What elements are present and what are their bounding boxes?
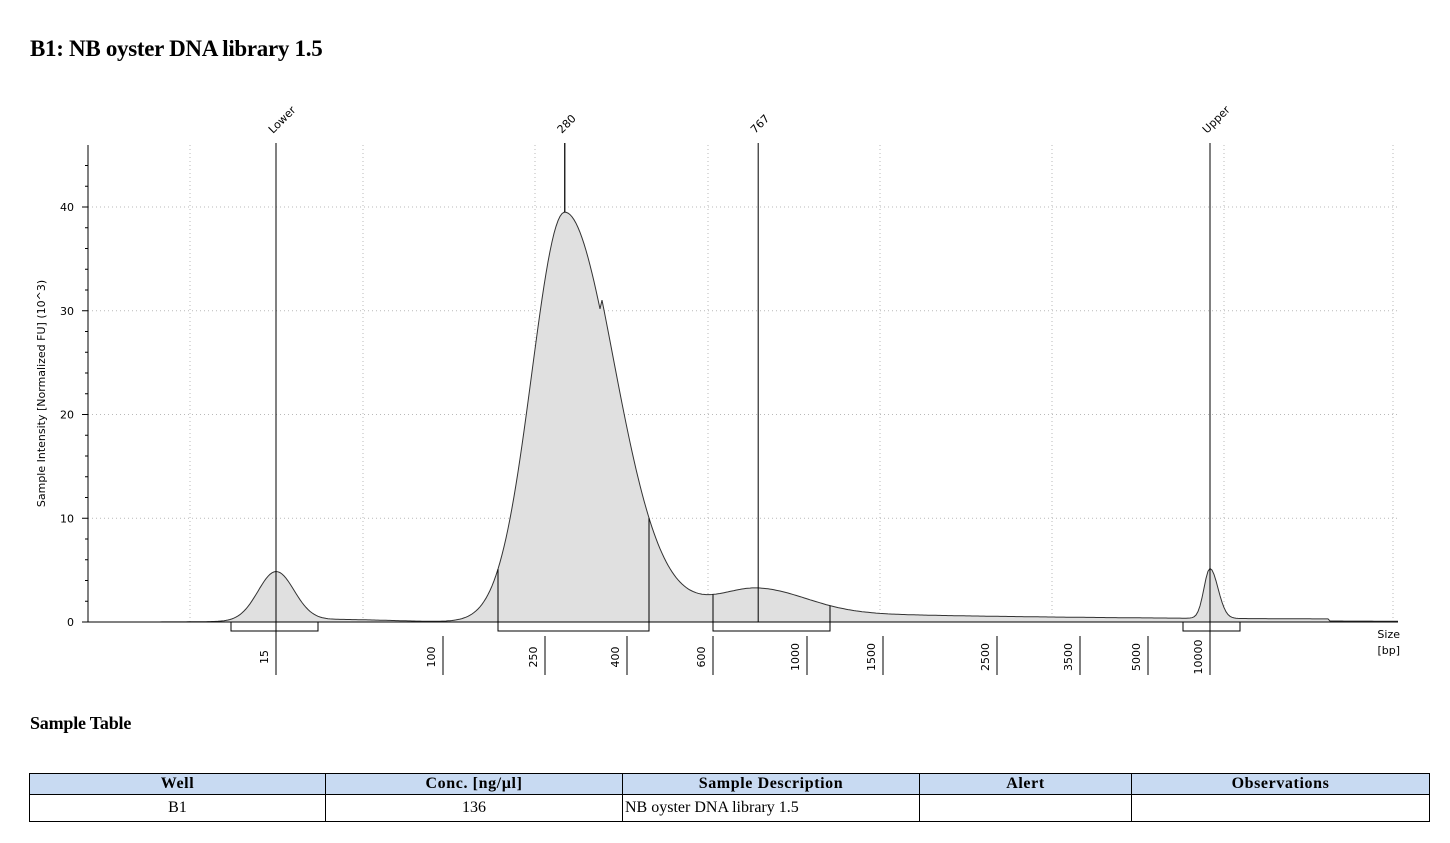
x-tick-label: 250 <box>527 647 540 668</box>
column-header-well: Well <box>29 773 326 795</box>
y-tick-label: 30 <box>60 305 74 318</box>
region-bracket <box>712 622 831 632</box>
cell-observations <box>1131 794 1430 822</box>
column-header-observations: Observations <box>1131 773 1430 795</box>
x-axis-label: Size <box>1377 628 1400 641</box>
region-bracket <box>497 622 650 632</box>
cell-conc: 136 <box>325 794 623 822</box>
x-tick-label: 100 <box>425 647 438 668</box>
y-axis-label: Sample Intensity [Normalized FU] (10^3) <box>35 280 48 507</box>
cell-well: B1 <box>29 794 326 822</box>
y-tick-label: 20 <box>60 409 74 422</box>
column-header-description: Sample Description <box>622 773 920 795</box>
y-tick-label: 40 <box>60 201 74 214</box>
x-tick-label: 10000 <box>1192 640 1205 675</box>
table-row: B1 136 NB oyster DNA library 1.5 <box>29 794 1430 822</box>
cell-description: NB oyster DNA library 1.5 <box>622 794 920 822</box>
electropherogram-chart: 0 10 20 30 40 Sample Intensity [Normalized FU… <box>35 103 1400 675</box>
sample-table-title: Sample Table <box>30 713 132 733</box>
trace-area <box>88 212 1398 623</box>
peak-label: 767 <box>748 112 772 136</box>
peak-label: Lower <box>266 103 299 136</box>
column-header-conc: Conc. [ng/µl] <box>325 773 623 795</box>
x-tick-label: 1500 <box>865 643 878 671</box>
region-bracket <box>1182 622 1241 632</box>
page-title: B1: NB oyster DNA library 1.5 <box>30 36 323 61</box>
table-header-row: Well Conc. [ng/µl] Sample Description Al… <box>29 773 1430 795</box>
x-tick-label: 1000 <box>789 643 802 671</box>
x-tick-label: 600 <box>695 647 708 668</box>
x-tick-label: 400 <box>609 647 622 668</box>
column-header-alert: Alert <box>919 773 1132 795</box>
x-tick-label: 5000 <box>1130 643 1143 671</box>
trace-line <box>88 211 1398 623</box>
y-tick-label: 0 <box>67 616 74 629</box>
region-bracket <box>230 622 319 632</box>
peak-label: Upper <box>1200 103 1233 136</box>
x-axis-label: [bp] <box>1377 644 1400 657</box>
sample-table: Well Conc. [ng/µl] Sample Description Al… <box>29 773 1430 822</box>
x-tick-label: 15 <box>258 650 271 664</box>
x-tick-label: 3500 <box>1062 643 1075 671</box>
y-tick-label: 10 <box>60 512 74 525</box>
x-tick-label: 2500 <box>979 643 992 671</box>
peak-label: 280 <box>555 112 579 136</box>
cell-alert <box>919 794 1132 822</box>
